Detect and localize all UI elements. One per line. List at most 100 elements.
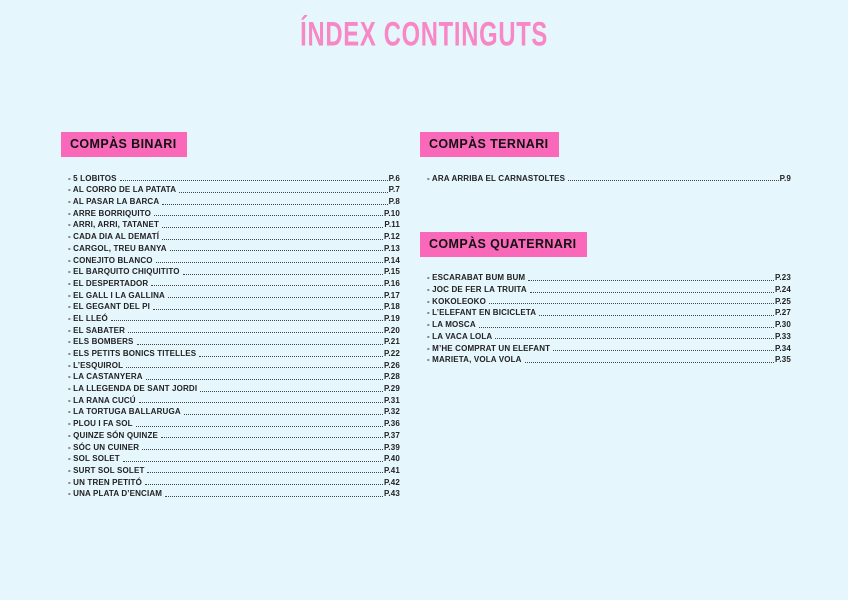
dotted-leader: [147, 472, 383, 474]
toc-item-page: P.6: [388, 173, 400, 183]
toc-item-title: - LA VACA LOLA: [427, 331, 493, 341]
toc-item-title: - L’ESQUIROL: [68, 360, 124, 370]
toc-item: - LA MOSCA P.30: [427, 317, 791, 329]
toc-item-title: - MARIETA, VOLA VOLA: [427, 355, 522, 365]
toc-item: - CARGOL, TREU BANYA P.13: [68, 241, 400, 253]
toc-item-page: P.41: [383, 465, 400, 475]
toc-item: - CONEJITO BLANCO P.14: [68, 253, 400, 265]
toc-item: - SOL SOLET P.40: [68, 452, 400, 464]
toc-item-title: - M’HE COMPRAT UN ELEFANT: [427, 343, 551, 353]
toc-item-title: - UN TREN PETITÓ: [68, 477, 142, 487]
section-header-binari: COMPÀS BINARI: [61, 132, 187, 157]
toc-list-ternari: - ARA ARRIBA EL CARNASTOLTES P.9: [420, 171, 791, 183]
dotted-leader: [136, 343, 383, 345]
toc-item-title: - EL GEGANT DEL PI: [68, 302, 150, 312]
toc-item: - ARA ARRIBA EL CARNASTOLTES P.9: [427, 171, 791, 183]
toc-item: - QUINZE SÓN QUINZE P.37: [68, 428, 400, 440]
toc-list-quaternari: - ESCARABAT BUM BUM P.23 - JOC DE FER LA …: [420, 271, 791, 365]
toc-item-title: - ARA ARRIBA EL CARNASTOLTES: [427, 173, 566, 183]
dotted-leader: [145, 378, 383, 380]
dotted-leader: [179, 191, 388, 193]
toc-item-page: P.36: [383, 419, 400, 429]
toc-item: - EL SABATER P.20: [68, 323, 400, 335]
toc-item-title: - ELS BOMBERS: [68, 337, 134, 347]
toc-item-title: - QUINZE SÓN QUINZE: [68, 430, 158, 440]
toc-item-title: - KOKOLEOKO: [427, 296, 486, 306]
dotted-leader: [488, 303, 774, 305]
section-compas-ternari: COMPÀS TERNARI - ARA ARRIBA EL CARNASTOL…: [420, 132, 791, 183]
toc-item-page: P.32: [383, 407, 400, 417]
toc-item-page: P.17: [383, 290, 400, 300]
toc-item: - UNA PLATA D’ENCIAM P.43: [68, 487, 400, 499]
dotted-leader: [162, 238, 383, 240]
section-header-ternari: COMPÀS TERNARI: [420, 132, 559, 157]
dotted-leader: [200, 390, 383, 392]
toc-item-title: - CADA DIA AL DEMATÍ: [68, 232, 160, 242]
dotted-leader: [152, 308, 383, 310]
toc-item-page: P.27: [774, 308, 791, 318]
dotted-leader: [524, 361, 774, 363]
toc-item-title: - EL BARQUITO CHIQUITITO: [68, 267, 180, 277]
toc-item-title: - LA RANA CUCÚ: [68, 395, 136, 405]
dotted-leader: [135, 425, 383, 427]
toc-item-title: - ELS PETITS BONICS TITELLES: [68, 349, 197, 358]
toc-item-page: P.37: [383, 430, 400, 440]
dotted-leader: [154, 215, 383, 217]
toc-item-title: - EL SABATER: [68, 325, 126, 335]
dotted-leader: [495, 338, 774, 340]
dotted-leader: [199, 355, 383, 357]
section-header-label: COMPÀS BINARI: [70, 137, 177, 151]
toc-item-title: - UNA PLATA D’ENCIAM: [68, 489, 163, 499]
dotted-leader: [162, 203, 388, 205]
left-column: COMPÀS BINARI - 5 LOBITOS P.6- AL CORRO …: [61, 132, 400, 498]
toc-item: - KOKOLEOKO P.25: [427, 294, 791, 306]
toc-item-page: P.9: [779, 173, 791, 183]
dotted-leader: [169, 250, 383, 252]
toc-item-page: P.40: [383, 454, 400, 464]
toc-item-page: P.7: [388, 185, 400, 195]
dotted-leader: [144, 484, 383, 486]
toc-item: - ELS BOMBERS P.21: [68, 335, 400, 347]
toc-item: - LA RANA CUCÚ P.31: [68, 393, 400, 405]
page-title: ÍNDEX CONTINGUTS: [300, 14, 548, 53]
toc-item: - PLOU I FA SOL P.36: [68, 416, 400, 428]
toc-item-page: P.39: [383, 442, 400, 452]
section-compas-quaternari: COMPÀS QUATERNARI - ESCARABAT BUM BUM P.…: [420, 231, 791, 365]
toc-item: - EL DESPERTADOR P.16: [68, 276, 400, 288]
toc-item: - CADA DIA AL DEMATÍ P.12: [68, 229, 400, 241]
toc-item-page: P.30: [774, 320, 791, 330]
toc-item-title: - SOL SOLET: [68, 454, 120, 464]
toc-item-page: P.34: [774, 343, 791, 353]
toc-item-title: - ARRI, ARRI, TATANET: [68, 220, 159, 230]
toc-item-page: P.43: [383, 489, 400, 499]
toc-item-title: - ARRE BORRIQUITO: [68, 208, 151, 218]
dotted-leader: [528, 279, 774, 281]
dotted-leader: [568, 180, 779, 182]
dotted-leader: [151, 285, 383, 287]
toc-item-page: P.10: [383, 208, 400, 218]
toc-item-title: - SURT SOL SOLET: [68, 465, 145, 475]
toc-item: - SÓC UN CUINER P.39: [68, 440, 400, 452]
toc-item: - LA TORTUGA BALLARUGA P.32: [68, 405, 400, 417]
toc-item-title: - EL LLEÓ: [68, 313, 108, 323]
dotted-leader: [167, 297, 383, 299]
toc-item-title: - PLOU I FA SOL: [68, 419, 133, 429]
toc-item-page: P.8: [388, 197, 400, 207]
toc-item-page: P.16: [383, 278, 400, 288]
toc-item-page: P.42: [383, 477, 400, 487]
toc-item: - L’ESQUIROL P.26: [68, 358, 400, 370]
toc-item-page: P.14: [383, 255, 400, 265]
toc-item: - 5 LOBITOS P.6: [68, 171, 400, 183]
section-header-label: COMPÀS QUATERNARI: [429, 236, 577, 251]
toc-item-page: P.31: [383, 395, 400, 405]
toc-item-title: - LA TORTUGA BALLARUGA: [68, 407, 181, 417]
toc-item-title: - JOC DE FER LA TRUITA: [427, 285, 527, 295]
toc-item: - ARRI, ARRI, TATANET P.11: [68, 218, 400, 230]
dotted-leader: [122, 460, 383, 462]
toc-item: - ESCARABAT BUM BUM P.23: [427, 271, 791, 282]
toc-item-page: P.11: [384, 220, 400, 230]
dotted-leader: [478, 326, 774, 328]
toc-item: - L’ELEFANT EN BICICLETA P.27: [427, 306, 791, 318]
toc-item-page: P.21: [383, 337, 400, 347]
toc-item-title: - CARGOL, TREU BANYA: [68, 243, 167, 253]
